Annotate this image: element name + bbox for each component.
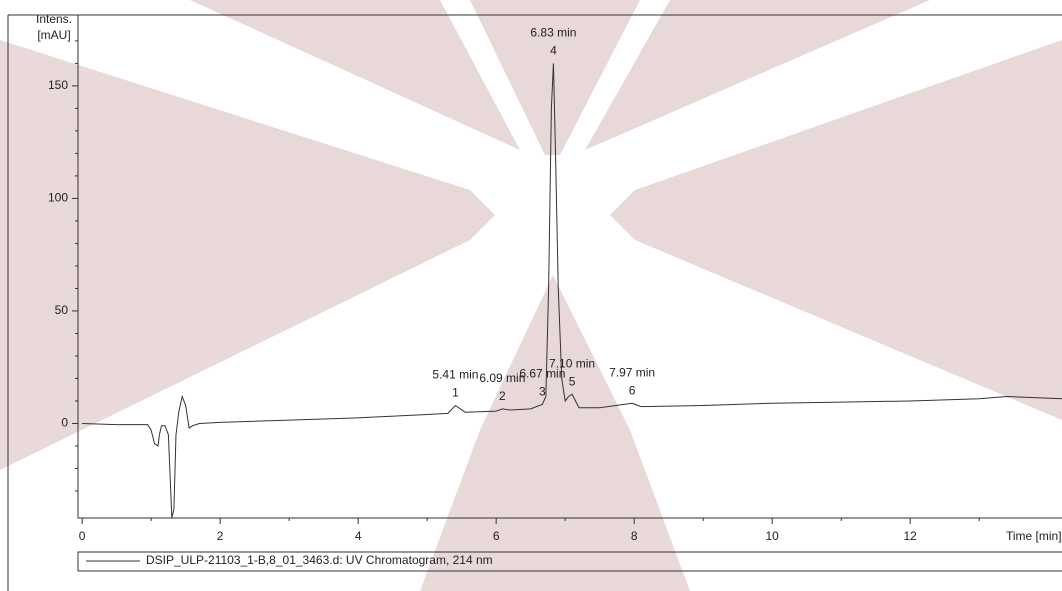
plot-frame	[77, 14, 1062, 519]
x-tick-label: 10	[766, 529, 780, 543]
x-axis-label: Time [min]	[1006, 529, 1062, 543]
peak-number: 1	[452, 386, 459, 400]
peak-label: 6.09 min	[479, 371, 525, 385]
peak-label: 6.83 min	[530, 26, 576, 40]
y-tick-label: 100	[48, 191, 68, 205]
x-tick-label: 2	[217, 529, 224, 543]
peak-number: 6	[629, 383, 636, 397]
x-tick-label: 4	[355, 529, 362, 543]
y-axis-label: [mAU]	[37, 28, 70, 42]
legend-entry: DSIP_ULP-21103_1-B,8_01_3463.d: UV Chrom…	[146, 553, 493, 567]
legend-box	[77, 551, 1062, 572]
peak-label: 5.41 min	[432, 368, 478, 382]
peak-number: 3	[539, 385, 546, 399]
y-axis-label: Intens.	[36, 12, 72, 26]
x-tick-label: 6	[493, 529, 500, 543]
y-tick-label: 50	[55, 303, 69, 317]
chromatogram-trace	[82, 63, 1062, 519]
y-tick-label: 150	[48, 78, 68, 92]
peak-number: 2	[499, 389, 506, 403]
x-tick-label: 12	[904, 529, 918, 543]
peak-number: 5	[569, 374, 576, 388]
x-tick-label: 8	[631, 529, 638, 543]
peak-label: 7.97 min	[609, 365, 655, 379]
peak-label: 6.67 min	[519, 367, 565, 381]
x-tick-label: 0	[79, 529, 86, 543]
peak-number: 4	[550, 44, 557, 58]
y-tick-label: 0	[61, 416, 68, 430]
peak-label: 7.10 min	[549, 356, 595, 370]
